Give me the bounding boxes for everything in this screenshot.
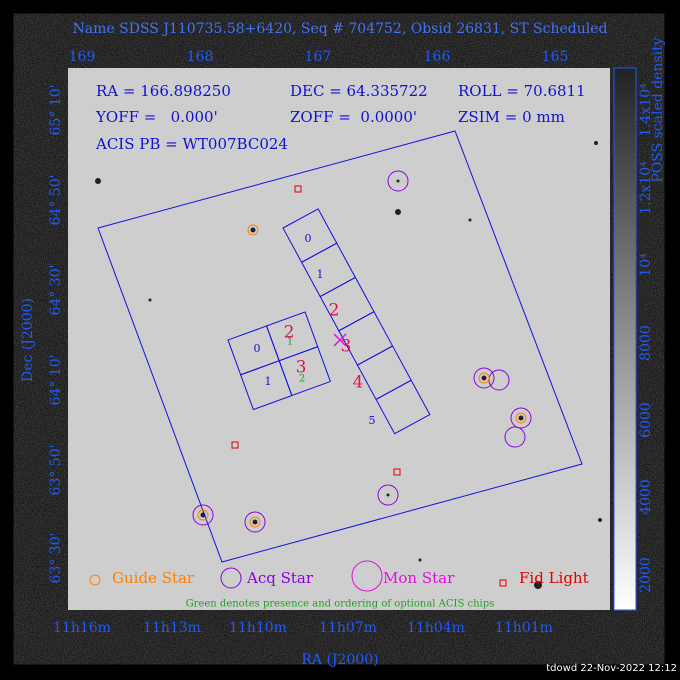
bottom-tick: 11h16m [53, 620, 111, 636]
acq-stars [192, 170, 532, 533]
i-chip-labels: 0 2 1 3 1 2 [254, 323, 307, 389]
title: Name SDSS J110735.58+6420, Seq # 704752,… [73, 21, 608, 37]
bottom-tick: 11h01m [495, 620, 553, 636]
legend: Guide Star Acq Star Mon Star Fid Light G… [89, 560, 589, 610]
bottom-tick: 11h04m [407, 620, 465, 636]
info-zoff: ZOFF = 0.0000' [290, 108, 417, 126]
colorbar-tick: 8000 [638, 325, 654, 361]
chip-label: 3 [296, 358, 307, 378]
info-ra: RA = 166.898250 [96, 82, 231, 100]
chip [375, 379, 431, 435]
left-ticks: 65° 10' 64° 50' 64° 30' 64° 10' 63° 50' … [48, 85, 64, 584]
stars [95, 141, 602, 589]
colorbar-tick: 1.2x10⁴ [638, 161, 654, 215]
left-tick: 64° 30' [48, 265, 64, 316]
field-outline [97, 130, 583, 563]
info-roll: ROLL = 70.6811 [458, 82, 586, 100]
top-tick: 169 [69, 49, 96, 65]
info-acis: ACIS PB = WT007BC024 [95, 135, 288, 153]
legend-acq: Acq Star [246, 569, 314, 587]
chip-label: 1 [317, 268, 324, 281]
top-tick: 167 [305, 49, 332, 65]
bottom-tick: 11h07m [319, 620, 377, 636]
left-tick: 63° 50' [48, 445, 64, 496]
aimpoint [333, 333, 347, 347]
colorbar-tick: 2000 [638, 557, 654, 593]
bottom-tick: 11h10m [229, 620, 287, 636]
top-tick: 166 [424, 49, 451, 65]
info-dec: DEC = 64.335722 [290, 82, 428, 100]
colorbar-tick: 6000 [638, 402, 654, 438]
bottom-tick: 11h13m [143, 620, 201, 636]
info-yoff: YOFF = 0.000' [95, 108, 218, 126]
chip-label: 3 [341, 337, 352, 357]
colorbar: POSS scaled density 2000 4000 6000 8000 … [613, 37, 666, 611]
left-tick: 64° 10' [48, 355, 64, 406]
left-tick: 64° 50' [48, 175, 64, 226]
chip-label: 0 [254, 342, 261, 355]
colorbar-tick: 1.4x10⁴ [638, 83, 654, 137]
legend-guide: Guide Star [112, 569, 195, 587]
colorbar-title: POSS scaled density [650, 37, 666, 182]
optional-order: 2 [299, 374, 305, 385]
legend-mon-marker [351, 560, 383, 592]
info-zsim: ZSIM = 0 mm [458, 108, 565, 126]
colorbar-tick: 4000 [638, 479, 654, 515]
top-tick: 165 [542, 49, 569, 65]
x-axis-title: RA (J2000) [301, 652, 378, 668]
chip-label: 0 [305, 232, 312, 245]
left-tick: 65° 10' [48, 85, 64, 136]
chip [278, 346, 332, 397]
left-tick: 63° 30' [48, 533, 64, 584]
fid-lights [231, 185, 401, 476]
top-ticks: 169 168 167 166 165 [69, 49, 569, 65]
i-array [227, 311, 332, 411]
chip-label: 2 [329, 301, 340, 321]
info: RA = 166.898250 DEC = 64.335722 ROLL = 7… [95, 82, 586, 153]
chip-label: 4 [353, 373, 364, 393]
y-axis-title: Dec (J2000) [20, 298, 36, 382]
s-chip-labels: 0 1 2 3 4 5 [305, 232, 376, 427]
legend-guide-marker [89, 574, 101, 586]
colorbar-gradient [613, 67, 637, 611]
s-array [282, 208, 431, 435]
legend-fid-marker [499, 579, 507, 587]
bottom-ticks: 11h16m 11h13m 11h10m 11h07m 11h04m 11h01… [53, 620, 553, 636]
guide-stars [197, 224, 527, 528]
chip-label: 5 [369, 414, 376, 427]
legend-fid: Fid Light [519, 569, 589, 587]
chip-label: 1 [265, 375, 272, 388]
colorbar-tick: 10⁴ [638, 253, 654, 277]
legend-acq-marker [220, 567, 242, 589]
legend-mon: Mon Star [383, 569, 455, 587]
footer: tdowd 22-Nov-2022 12:12 [546, 663, 677, 674]
optional-order: 1 [287, 337, 293, 348]
legend-note: Green denotes presence and ordering of o… [186, 599, 495, 610]
chip-label: 2 [284, 323, 295, 343]
top-tick: 168 [187, 49, 214, 65]
